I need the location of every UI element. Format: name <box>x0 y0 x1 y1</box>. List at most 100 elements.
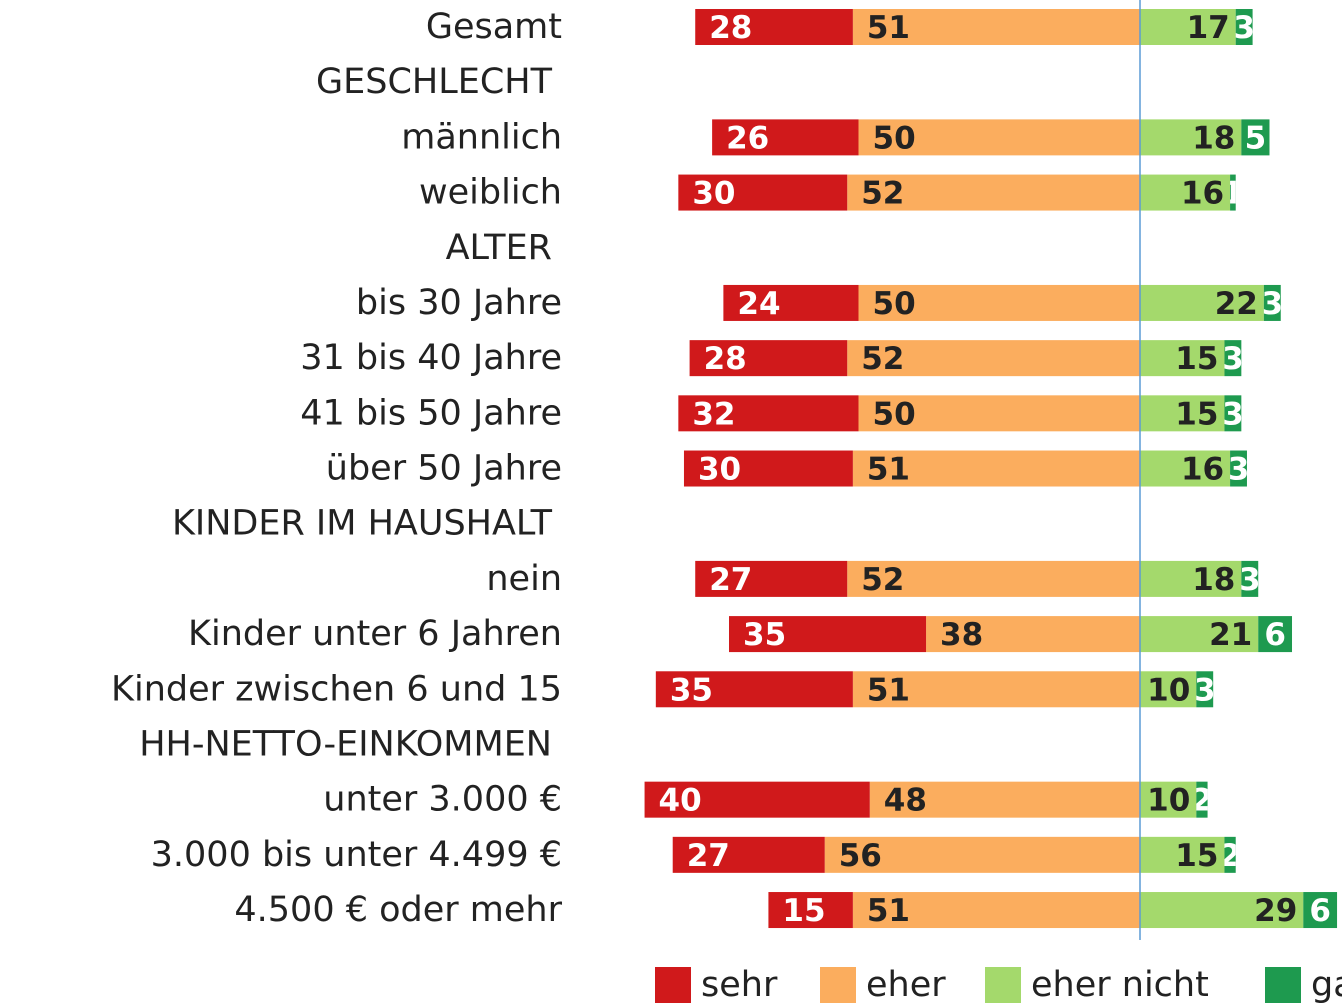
category-label: 41 bis 50 Jahre <box>300 393 562 433</box>
value-label: 22 <box>1215 286 1258 322</box>
bar-segment <box>852 450 1140 487</box>
bar-segment <box>1140 284 1264 321</box>
bar-segment <box>858 395 1140 432</box>
value-label: 10 <box>1147 783 1190 819</box>
category-label: GESCHLECHT <box>316 62 553 102</box>
value-label: 15 <box>1175 396 1218 432</box>
value-label: 3 <box>1228 452 1250 488</box>
value-label: 52 <box>861 176 904 212</box>
value-label: 2 <box>1219 838 1241 874</box>
bar-segment <box>869 781 1140 818</box>
value-label: 3 <box>1194 672 1216 708</box>
legend-swatch <box>985 967 1021 1003</box>
bar-segment <box>644 781 870 818</box>
value-label: 51 <box>867 452 910 488</box>
bar-segment <box>858 119 1140 156</box>
bar-segment <box>1140 616 1259 653</box>
bar-segment <box>852 671 1140 708</box>
category-label: unter 3.000 € <box>323 780 562 820</box>
bar-segment <box>1196 781 1208 818</box>
value-label: 16 <box>1181 176 1224 212</box>
value-label: 2 <box>1191 783 1213 819</box>
value-label: 32 <box>692 396 735 432</box>
category-label: bis 30 Jahre <box>356 283 562 323</box>
category-label: Kinder zwischen 6 und 15 <box>111 669 562 709</box>
bar-segment <box>1140 450 1231 487</box>
value-label: 28 <box>704 341 747 377</box>
bar-segment <box>1241 560 1259 597</box>
value-label: 51 <box>867 672 910 708</box>
category-label: nein <box>486 559 562 599</box>
legend-swatch <box>655 967 691 1003</box>
value-label: 27 <box>687 838 730 874</box>
value-label: 6 <box>1264 617 1286 653</box>
bar-segment <box>1140 340 1225 377</box>
category-label: ALTER <box>446 228 552 268</box>
value-label: 3 <box>1222 396 1244 432</box>
value-label: 28 <box>709 10 752 46</box>
value-label: 24 <box>737 286 780 322</box>
value-label: 48 <box>884 783 927 819</box>
bar-segment <box>1224 836 1236 873</box>
category-label: 4.500 € oder mehr <box>234 890 562 930</box>
bar-segment <box>1140 395 1225 432</box>
value-label: 3 <box>1222 341 1244 377</box>
bar-segment <box>695 560 848 597</box>
value-label: 15 <box>1175 838 1218 874</box>
legend-label: eher nicht <box>1031 965 1209 1005</box>
bar-segment <box>852 892 1140 929</box>
bar-segment <box>1140 836 1225 873</box>
value-label: 56 <box>839 838 882 874</box>
bar-segment <box>1224 340 1242 377</box>
bar-segment <box>1224 395 1242 432</box>
bar-segment <box>1140 781 1197 818</box>
value-label: 3 <box>1262 286 1284 322</box>
bar-segment <box>926 616 1140 653</box>
bar-segment <box>672 836 825 873</box>
bar-segment <box>1235 9 1253 45</box>
bar-segment <box>1140 671 1197 708</box>
bar-segment <box>678 174 848 211</box>
category-label: 31 bis 40 Jahre <box>300 338 562 378</box>
bar-segment <box>723 284 859 321</box>
value-label: 10 <box>1147 672 1190 708</box>
value-label: 6 <box>1309 893 1331 929</box>
value-label: 40 <box>659 783 702 819</box>
value-label: 51 <box>867 10 910 46</box>
value-label: 21 <box>1209 617 1252 653</box>
bar-segment <box>1140 174 1231 211</box>
bar-segment <box>683 450 853 487</box>
bar-segment <box>1230 174 1236 211</box>
legend-label: eher <box>866 965 946 1005</box>
value-label: 26 <box>726 120 769 156</box>
bar-segment <box>1263 284 1281 321</box>
category-label: über 50 Jahre <box>326 449 562 489</box>
bar-segment <box>689 340 848 377</box>
bar-segment <box>1230 450 1247 487</box>
value-label: 27 <box>709 562 752 598</box>
category-label: Gesamt <box>426 7 562 47</box>
bar-segment <box>847 340 1140 377</box>
value-label: 50 <box>873 396 916 432</box>
value-label: 51 <box>867 893 910 929</box>
value-label: 15 <box>782 893 825 929</box>
value-label: 52 <box>861 562 904 598</box>
value-label: 38 <box>940 617 983 653</box>
bar-segment <box>768 892 853 929</box>
bar-segment <box>1140 119 1242 156</box>
legend-label: gar nicht <box>1311 965 1342 1005</box>
category-label: 3.000 bis unter 4.499 € <box>151 835 562 875</box>
legend-swatch <box>1265 967 1301 1003</box>
bar-segment <box>1303 892 1338 929</box>
value-label: 18 <box>1192 120 1235 156</box>
value-label: 3 <box>1239 562 1261 598</box>
value-label: 30 <box>692 176 735 212</box>
bar-segment <box>655 671 853 708</box>
value-label: 35 <box>743 617 786 653</box>
value-label: 52 <box>861 341 904 377</box>
category-label: männlich <box>401 117 562 157</box>
bar-segment <box>729 616 927 653</box>
value-label: 35 <box>670 672 713 708</box>
category-label: Kinder unter 6 Jahren <box>188 614 562 654</box>
